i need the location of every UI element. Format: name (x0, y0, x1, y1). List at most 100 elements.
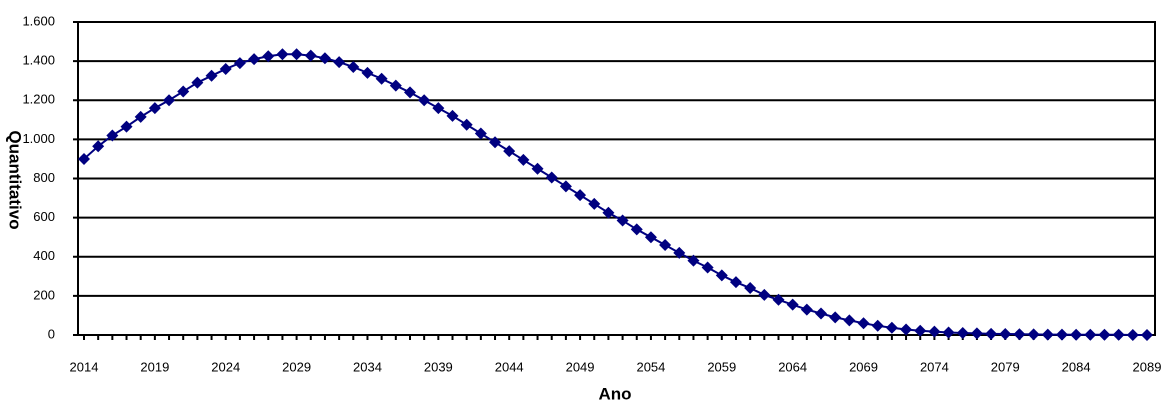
marker (999, 328, 1012, 341)
marker (432, 102, 445, 115)
marker (659, 239, 672, 252)
marker (815, 307, 828, 320)
marker (304, 49, 317, 62)
marker (148, 102, 161, 115)
x-tick-label: 2064 (778, 359, 807, 374)
marker (914, 324, 927, 337)
marker (786, 298, 799, 311)
x-tick-label: 2074 (920, 359, 949, 374)
marker (956, 327, 969, 340)
marker (1141, 329, 1153, 341)
x-tick-label: 2029 (282, 359, 311, 374)
x-axis-title: Ano (598, 384, 631, 403)
x-tick-label: 2079 (991, 359, 1020, 374)
marker (715, 269, 728, 282)
marker (588, 197, 601, 210)
x-tick-label: 2024 (211, 359, 240, 374)
series-line (83, 53, 1147, 336)
marker (361, 66, 374, 79)
marker (474, 127, 487, 140)
x-tick-label: 2049 (566, 359, 595, 374)
marker (446, 109, 459, 122)
marker (120, 120, 133, 133)
y-tick-label: 400 (33, 248, 55, 263)
marker (673, 246, 686, 259)
marker (545, 171, 558, 184)
marker (857, 317, 870, 330)
y-axis-title: Quantitativo (6, 130, 25, 229)
x-tick-label: 2044 (495, 359, 524, 374)
marker (318, 52, 331, 65)
marker (233, 57, 246, 70)
marker (389, 79, 402, 92)
y-tick-label: 0 (48, 326, 55, 341)
marker (403, 86, 416, 99)
marker (106, 129, 119, 142)
marker (1098, 328, 1111, 341)
x-tick-label: 2084 (1062, 359, 1091, 374)
marker (276, 48, 289, 61)
marker (772, 293, 785, 306)
x-tick-label: 2034 (353, 359, 382, 374)
x-tick-label: 2054 (636, 359, 665, 374)
y-tick-label: 600 (33, 209, 55, 224)
marker (191, 76, 204, 89)
marker (375, 72, 388, 85)
marker (78, 152, 90, 165)
y-tick-label: 1.600 (22, 13, 55, 28)
x-tick-label: 2089 (1133, 359, 1162, 374)
marker (290, 48, 303, 61)
marker (503, 145, 516, 158)
marker (347, 60, 360, 73)
marker (1126, 329, 1139, 341)
marker (758, 288, 771, 301)
y-tick-label: 1.000 (22, 131, 55, 146)
marker (602, 206, 615, 219)
marker (1055, 328, 1068, 341)
marker (1084, 328, 1097, 341)
marker (829, 311, 842, 324)
marker (871, 319, 884, 332)
marker (630, 223, 643, 236)
marker (248, 53, 261, 66)
marker (559, 180, 572, 193)
marker (177, 85, 190, 98)
marker (574, 189, 587, 202)
marker (616, 214, 629, 227)
marker (900, 323, 913, 336)
marker (1041, 328, 1054, 341)
marker (333, 56, 346, 69)
marker (928, 325, 941, 338)
marker (970, 327, 983, 340)
marker (1112, 328, 1125, 341)
marker (517, 153, 530, 166)
marker (460, 118, 473, 131)
x-tick-label: 2039 (424, 359, 453, 374)
marker (219, 62, 232, 75)
marker (687, 254, 700, 267)
x-tick-label: 2019 (140, 359, 169, 374)
y-tick-label: 1.200 (22, 92, 55, 107)
y-tick-label: 1.400 (22, 53, 55, 68)
y-tick-label: 200 (33, 287, 55, 302)
marker (134, 110, 147, 123)
marker (1027, 328, 1040, 341)
marker (885, 321, 898, 334)
marker (985, 327, 998, 340)
marker (489, 136, 502, 149)
marker (205, 69, 218, 82)
marker (701, 261, 714, 274)
marker (1013, 328, 1026, 341)
marker (644, 231, 657, 244)
x-tick-label: 2059 (707, 359, 736, 374)
marker (800, 303, 813, 316)
x-tick-label: 2014 (70, 359, 99, 374)
marker (744, 282, 757, 295)
marker (92, 140, 105, 153)
marker (843, 314, 856, 327)
y-tick-label: 800 (33, 170, 55, 185)
marker (531, 162, 544, 175)
x-tick-label: 2069 (849, 359, 878, 374)
marker (729, 276, 742, 289)
